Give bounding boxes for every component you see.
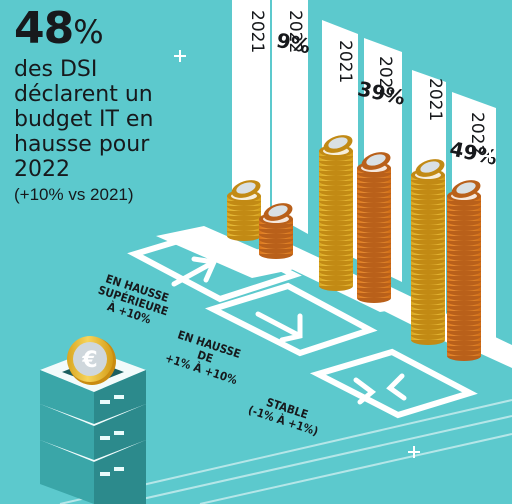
year-label: 2021	[335, 40, 355, 83]
category-label: EN HAUSSEDE+1% À +10%	[163, 326, 247, 387]
coin-stacks	[227, 135, 481, 361]
svg-text:€: €	[81, 348, 97, 373]
headline-text: des DSI déclarent un budget IT en hausse…	[14, 57, 154, 182]
sparkle-icons	[174, 50, 496, 458]
coin-stack-2022	[447, 180, 481, 361]
euro-coin-icon: €	[67, 336, 116, 385]
category-label: EN HAUSSESUPÉRIEUREÀ +10%	[92, 270, 174, 331]
coin-stack-2022	[259, 203, 293, 259]
year-label: 2022	[375, 56, 395, 99]
year-label: 2022	[285, 10, 305, 53]
year-label: 2022	[467, 112, 487, 155]
coin-stack-2021	[319, 135, 353, 291]
headline-comparison: (+10% vs 2021)	[14, 185, 134, 204]
category-label: STABLE(-1% À +1%)	[246, 390, 324, 438]
arrow-down-right-icon	[255, 311, 303, 343]
server-icon	[40, 350, 146, 504]
coin-stack-2022	[357, 152, 391, 303]
coin-stack-2021	[227, 180, 261, 241]
coin-stack-2021	[411, 159, 445, 345]
category-panels	[127, 228, 478, 419]
headline: 48% des DSI déclarent un budget IT en ha…	[14, 6, 153, 205]
year-labels: 2021 2022 2021 2022 2021 2022	[247, 10, 487, 155]
stable-arrows-icon	[353, 373, 407, 405]
headline-value: 48%	[14, 3, 104, 54]
year-label: 2021	[247, 10, 267, 53]
year-label: 2021	[425, 78, 445, 121]
arrow-up-right-icon	[171, 256, 218, 287]
